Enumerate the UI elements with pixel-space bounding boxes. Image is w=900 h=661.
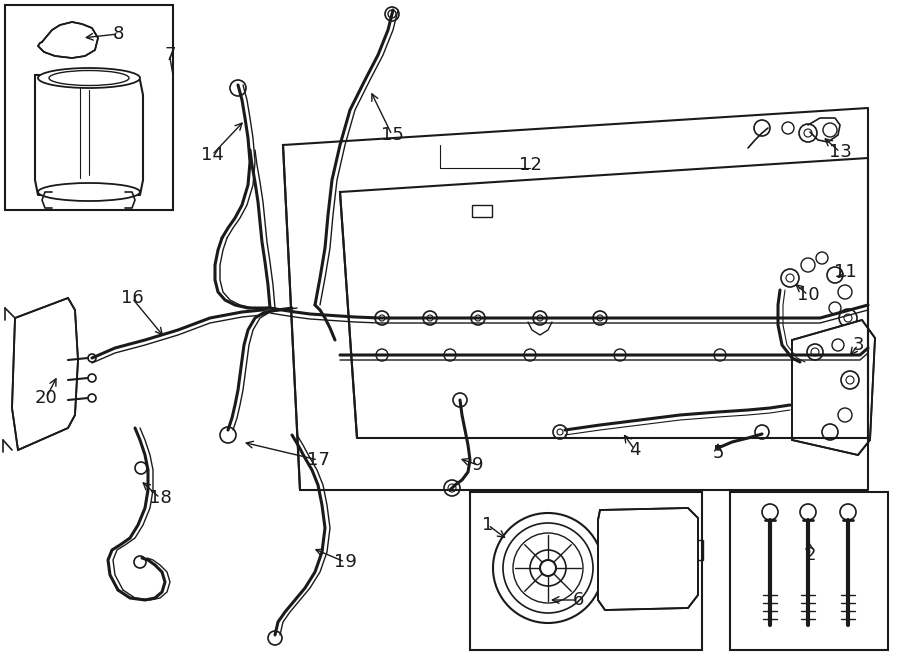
Text: 6: 6 [572, 591, 584, 609]
Text: 13: 13 [829, 143, 851, 161]
Text: 8: 8 [112, 25, 123, 43]
Text: 3: 3 [852, 336, 864, 354]
Text: 7: 7 [164, 46, 176, 64]
Circle shape [540, 560, 556, 576]
Polygon shape [792, 320, 875, 455]
Text: 2: 2 [805, 546, 815, 564]
Circle shape [537, 315, 543, 321]
Text: 14: 14 [201, 146, 223, 164]
Text: 20: 20 [34, 389, 58, 407]
Bar [472, 205, 492, 217]
Circle shape [65, 37, 71, 43]
Text: 9: 9 [472, 456, 484, 474]
Text: 5: 5 [712, 444, 724, 462]
Text: 1: 1 [482, 516, 494, 534]
Circle shape [762, 504, 778, 520]
Polygon shape [598, 508, 698, 610]
Ellipse shape [49, 71, 129, 85]
Circle shape [840, 504, 856, 520]
Text: 11: 11 [833, 263, 857, 281]
Bar [730, 492, 888, 650]
Circle shape [804, 129, 812, 137]
Text: 16: 16 [121, 289, 143, 307]
Ellipse shape [38, 68, 140, 88]
Text: 15: 15 [381, 126, 403, 144]
Circle shape [379, 315, 385, 321]
Polygon shape [12, 298, 78, 450]
Text: 19: 19 [334, 553, 356, 571]
Bar [688, 540, 703, 560]
Circle shape [800, 504, 816, 520]
Text: 4: 4 [629, 441, 641, 459]
Circle shape [475, 315, 481, 321]
Polygon shape [38, 22, 98, 58]
Bar [470, 492, 702, 650]
Text: 17: 17 [307, 451, 329, 469]
Text: 18: 18 [148, 489, 171, 507]
Ellipse shape [38, 183, 140, 201]
Text: 12: 12 [518, 156, 542, 174]
Bar [5, 5, 173, 210]
Circle shape [427, 315, 433, 321]
Circle shape [597, 315, 603, 321]
Text: 10: 10 [796, 286, 819, 304]
